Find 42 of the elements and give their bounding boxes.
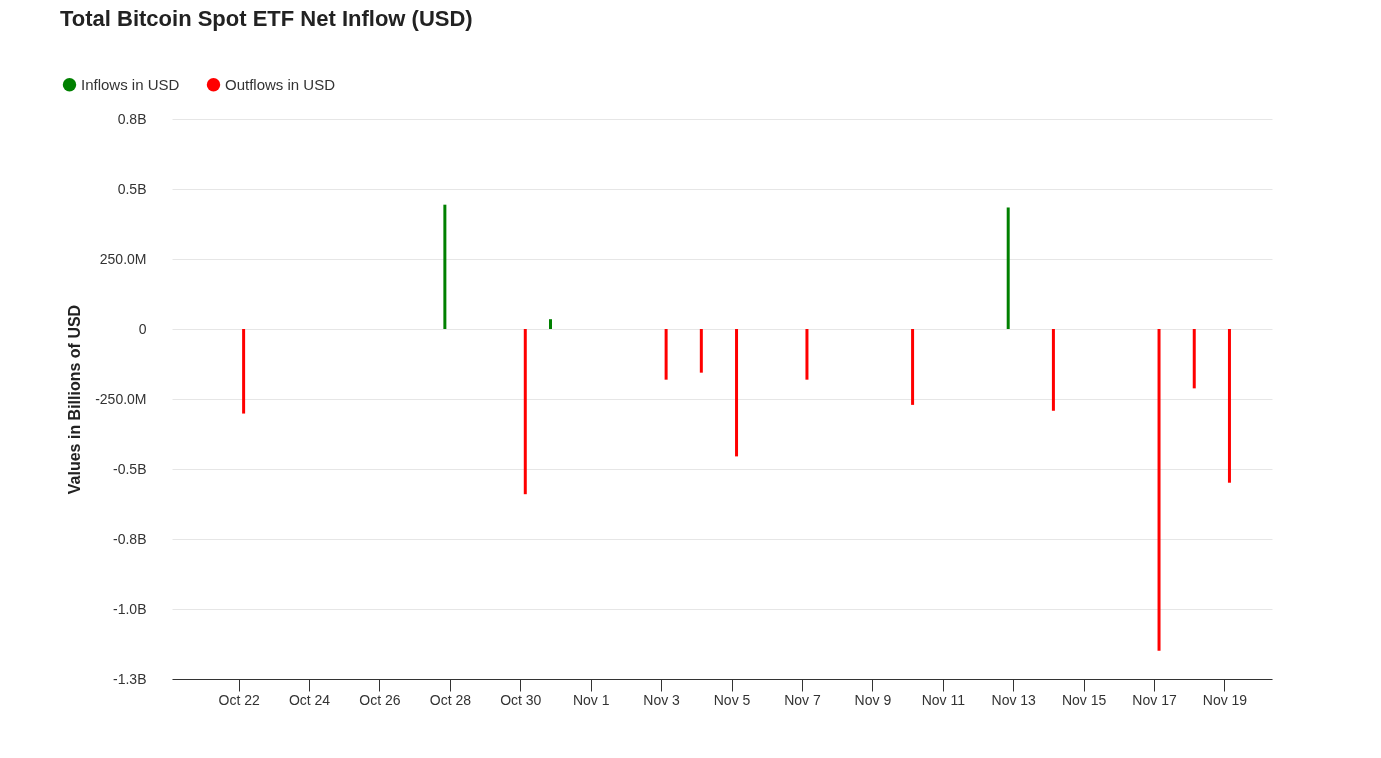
y-tick-label: -250.0M [95,390,147,407]
x-tick-label: Oct 26 [359,691,401,708]
y-tick-label: 0.8B [117,110,147,127]
y-tick-label: -0.8B [113,530,147,547]
bar [664,329,668,380]
x-tick-label: Nov 9 [854,691,892,708]
bar [1157,329,1161,651]
bar [911,329,915,405]
bar [523,329,527,495]
bar [548,319,552,329]
x-tick-label: Oct 30 [500,691,542,708]
x-tick-label: Nov 17 [1132,691,1177,708]
bar [735,329,739,457]
x-tick-label: Nov 11 [921,691,966,708]
x-tick-label: Nov 3 [643,691,681,708]
x-tick-label: Oct 22 [218,691,260,708]
x-tick-label: Nov 13 [991,691,1037,708]
bar [805,329,809,380]
x-tick-label: Oct 28 [429,691,472,708]
y-tick-label: -0.5B [113,460,147,477]
y-tick-label: 0.5B [117,180,147,197]
y-tick-label: 250.0M [99,250,147,267]
y-tick-label: -1.3B [113,670,147,687]
x-tick-label: Oct 24 [288,691,331,708]
bar [1192,329,1196,389]
y-tick-label: -1.0B [113,600,147,617]
x-tick-label: Nov 5 [713,691,751,708]
x-tick-label: Nov 1 [572,691,610,708]
x-tick-label: Nov 7 [784,691,821,708]
bar [443,204,447,329]
bar [699,329,703,373]
y-axis-title: Values in Billions of USD [66,304,84,495]
chart-title: Total Bitcoin Spot ETF Net Inflow (USD) [60,6,473,31]
bar [1006,207,1010,329]
bar [1227,329,1231,483]
x-tick-label: Nov 15 [1061,691,1107,708]
x-tick-label: Nov 19 [1202,691,1248,708]
bar [1051,329,1055,411]
bar [242,329,246,414]
legend-label: Inflows in USD [81,75,180,93]
legend-label: Outflows in USD [225,75,336,93]
y-tick-label: 0 [138,320,147,337]
